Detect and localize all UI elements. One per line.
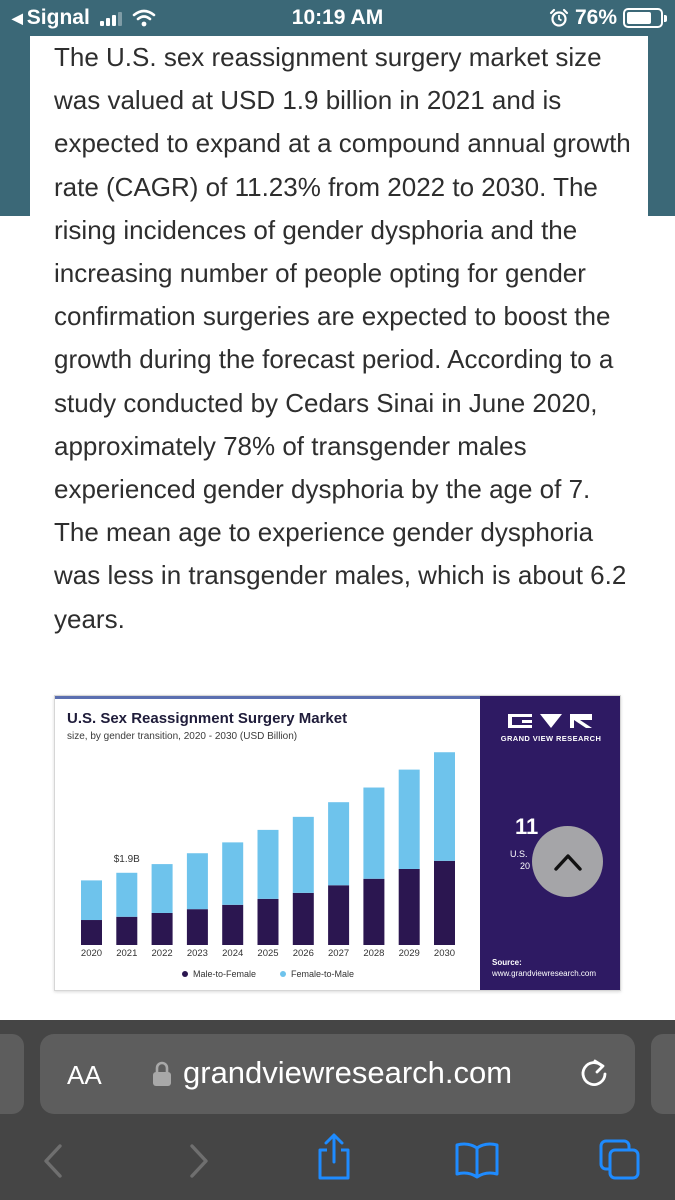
back-to-app-button[interactable]: ◀ Signal	[12, 6, 156, 30]
legend-marker-male-to-female	[182, 971, 188, 977]
bar-female-to-male-2028	[363, 787, 385, 879]
cellular-signal-icon	[99, 10, 122, 26]
x-tick-label: 2024	[222, 948, 243, 959]
bar-male-to-female-2022	[151, 912, 173, 945]
battery-level-fill	[627, 12, 652, 24]
market-chart-figure: U.S. Sex Reassignment Surgery Market siz…	[54, 695, 621, 991]
x-tick-label: 2021	[116, 948, 137, 959]
wifi-icon	[132, 9, 156, 27]
next-tab-preview[interactable]	[651, 1034, 675, 1114]
x-tick-label: 2027	[328, 948, 349, 959]
x-tick-label: 2022	[152, 948, 173, 959]
grand-view-research-logo	[508, 714, 592, 728]
bar-chart: 2020 2021 2022 2023 2024 2025 2026 2027 2028 2029…	[81, 752, 455, 979]
cagr-stat-caption: U.S. 20	[510, 848, 530, 872]
x-tick-label: 2020	[81, 948, 102, 959]
bar-female-to-male-2023	[186, 853, 208, 910]
x-tick-label: 2029	[399, 948, 420, 959]
page-settings-button[interactable]: AA	[67, 1060, 102, 1091]
bookmarks-icon[interactable]	[454, 1140, 500, 1180]
cagr-caption-line2: 20	[520, 861, 531, 871]
bar-female-to-male-2022	[151, 864, 173, 913]
back-arrow-icon[interactable]	[40, 1142, 66, 1180]
x-tick-label: 2028	[363, 948, 384, 959]
source-url: www.grandviewresearch.com	[492, 969, 597, 978]
url-text[interactable]: grandviewresearch.com	[183, 1055, 513, 1090]
brand-name: GRAND VIEW RESEARCH	[500, 734, 602, 743]
chevron-up-icon	[553, 853, 582, 871]
cagr-caption-line1: U.S.	[510, 849, 528, 859]
reload-icon[interactable]	[578, 1057, 610, 1089]
bar-male-to-female-2029	[398, 868, 420, 945]
chart-title: U.S. Sex Reassignment Surgery Market	[67, 710, 348, 727]
bar-female-to-male-2024	[222, 842, 244, 905]
back-triangle-icon: ◀	[12, 9, 23, 26]
bar-female-to-male-2026	[292, 816, 314, 893]
legend-label-male-to-female: Male-to-Female	[193, 969, 256, 979]
data-label: $1.9B	[114, 854, 140, 865]
page-header-band-left	[0, 36, 30, 216]
lock-icon	[153, 1061, 171, 1086]
bar-male-to-female-2024	[222, 904, 244, 945]
chart-accent-line	[55, 696, 480, 699]
bar-male-to-female-2028	[363, 878, 385, 945]
cagr-stat: 11	[515, 814, 539, 839]
x-tick-label: 2030	[434, 948, 455, 959]
status-bar: ◀ Signal 10:19 AM 76%	[0, 0, 675, 36]
bar-male-to-female-2023	[186, 909, 208, 945]
tabs-icon[interactable]	[598, 1138, 642, 1182]
battery-icon	[623, 8, 667, 28]
bar-male-to-female-2026	[292, 892, 314, 945]
bar-male-to-female-2027	[328, 885, 350, 945]
battery-percent: 76%	[574, 6, 617, 29]
chart-subtitle: size, by gender transition, 2020 - 2030 …	[67, 731, 298, 742]
previous-tab-preview[interactable]	[0, 1034, 24, 1114]
alarm-icon	[549, 8, 569, 27]
bar-female-to-male-2021	[116, 872, 138, 917]
legend-label-female-to-male: Female-to-Male	[291, 969, 354, 979]
bar-male-to-female-2020	[81, 920, 102, 945]
bar-female-to-male-2020	[81, 880, 102, 921]
legend-marker-female-to-male	[280, 971, 286, 977]
bar-female-to-male-2027	[328, 802, 350, 886]
page-settings-label: AA	[67, 1060, 102, 1090]
bar-female-to-male-2030	[434, 752, 455, 861]
share-icon[interactable]	[314, 1132, 354, 1182]
bar-female-to-male-2025	[257, 829, 279, 899]
source-note: Source: www.grandviewresearch.com	[492, 957, 596, 979]
x-tick-label: 2025	[257, 948, 278, 959]
clock: 10:19 AM	[291, 6, 384, 29]
article-paragraph: The U.S. sex reassignment surgery market…	[54, 42, 631, 634]
address-bar[interactable]	[40, 1034, 635, 1114]
x-tick-label: 2023	[187, 948, 208, 959]
x-tick-label: 2026	[293, 948, 314, 959]
back-app-label: Signal	[26, 6, 90, 29]
forward-arrow-icon[interactable]	[186, 1142, 212, 1180]
bar-male-to-female-2030	[434, 860, 455, 945]
bar-male-to-female-2025	[257, 898, 279, 945]
page-header-band-right	[648, 36, 675, 216]
scroll-to-top-button[interactable]	[532, 826, 603, 897]
source-label: Source:	[492, 958, 522, 967]
bar-female-to-male-2029	[398, 769, 420, 869]
bar-male-to-female-2021	[116, 916, 138, 945]
